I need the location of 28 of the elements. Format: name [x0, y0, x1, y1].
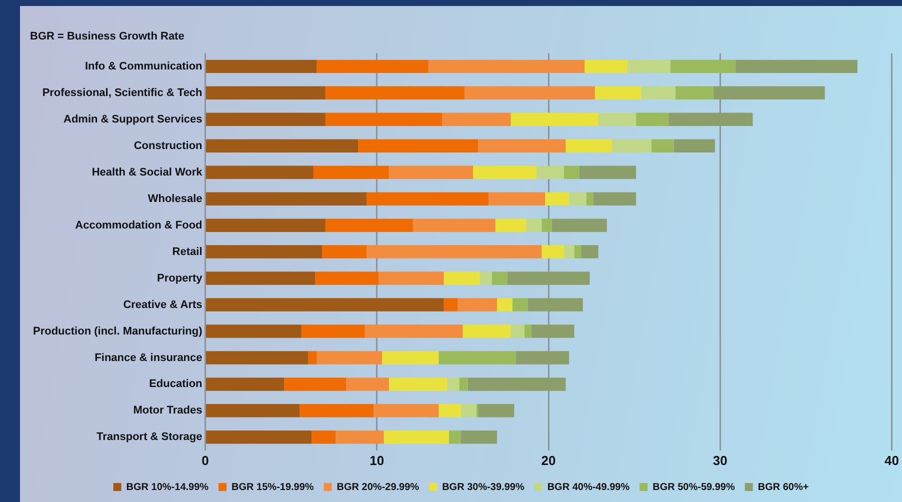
y-tick-label: Production (incl. Manufacturing) [32, 325, 203, 338]
legend-label: BGR 10%-14.99% [126, 482, 209, 493]
x-tick-label: 10 [370, 452, 384, 468]
y-tick-label: Property [157, 272, 204, 284]
y-tick-label: Health & Social Work [92, 166, 204, 178]
y-tick-label: Retail [172, 246, 202, 258]
y-tick-label: Finance & insurance [94, 352, 202, 364]
y-tick-label: Info & Communication [84, 60, 203, 72]
legend-label: BGR 40%-49.99% [547, 482, 630, 493]
y-tick-label: Accommodation & Food [75, 219, 202, 232]
legend-label: BGR 15%-19.99% [232, 482, 314, 493]
legend-label: BGR 20%-29.99% [336, 482, 420, 493]
y-tick-label: Creative & Arts [123, 298, 202, 311]
x-tick-label: 0 [202, 452, 209, 468]
text: BGR = Business Growth Rate [30, 30, 184, 43]
x-tick-label: 30 [712, 452, 728, 468]
y-tick-label: Education [149, 378, 203, 390]
x-tick-label: 20 [541, 452, 556, 468]
y-tick-label: Professional, Scientific & Tech [42, 86, 203, 99]
y-tick-label: Transport & Storage [96, 431, 202, 444]
y-tick-label: Motor Trades [133, 404, 202, 417]
x-tick-label: 40 [884, 452, 900, 468]
legend-label: BGR 30%-39.99% [442, 482, 524, 493]
y-tick-label: Admin & Support Services [64, 113, 202, 126]
y-tick-label: Wholesale [148, 192, 202, 205]
legend-label: BGR 60%+ [758, 482, 809, 493]
legend-label: BGR 50%-59.99% [652, 482, 735, 493]
y-tick-label: Construction [134, 140, 203, 152]
